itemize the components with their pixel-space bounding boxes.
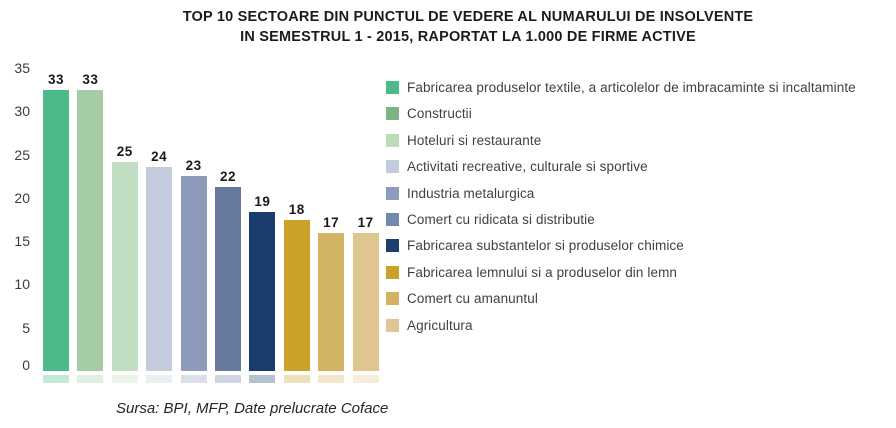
bar-reflection xyxy=(111,375,138,383)
legend-label: Industria metalurgica xyxy=(407,185,535,201)
legend-swatch xyxy=(386,318,399,332)
legend-swatch xyxy=(386,133,399,147)
bar-value-label: 33 xyxy=(82,71,99,87)
legend-label: Activitati recreative, culturale si spor… xyxy=(407,159,648,175)
bar-value-label: 23 xyxy=(185,158,202,174)
bar-value-label: 17 xyxy=(323,215,340,231)
legend-swatch xyxy=(386,81,399,94)
legend-label: Constructii xyxy=(407,106,472,122)
bar xyxy=(283,220,310,371)
bar-value-label: 22 xyxy=(219,169,237,185)
bar-reflection xyxy=(180,375,207,383)
legend-label: Hoteluri si restaurante xyxy=(407,132,542,148)
bar xyxy=(146,166,173,371)
bar xyxy=(352,233,379,371)
chart-title-line1: TOP 10 SECTOARE DIN PUNCTUL DE VEDERE AL… xyxy=(182,9,754,25)
bar-value-label: 33 xyxy=(47,71,65,87)
source-note: Sursa: BPI, MFP, Date prelucrate Coface xyxy=(116,400,389,417)
legend-item: Fabricarea lemnului si a produselor din … xyxy=(386,264,896,280)
legend-label: Agricultura xyxy=(407,317,473,333)
bar-reflection xyxy=(43,375,69,383)
bar xyxy=(43,89,69,371)
legend-label: Comert cu ridicata si distributie xyxy=(407,211,595,227)
y-tick-label: 0 xyxy=(22,357,30,373)
bar-reflection xyxy=(283,375,310,383)
legend-swatch xyxy=(386,212,399,226)
chart-title-line2: IN SEMESTRUL 1 - 2015, RAPORTAT LA 1.000… xyxy=(240,29,696,45)
bar xyxy=(77,89,104,371)
y-tick-label: 15 xyxy=(14,233,30,250)
legend-item: Comert cu ridicata si distributie xyxy=(386,211,896,227)
legend-label: Fabricarea substantelor si produselor ch… xyxy=(407,238,684,254)
bar-value-label: 25 xyxy=(116,144,133,160)
legend-item: Agricultura xyxy=(386,317,896,333)
bar xyxy=(215,187,241,371)
bar-reflection xyxy=(77,375,104,383)
legend-label: Fabricarea lemnului si a produselor din … xyxy=(407,264,678,280)
bar xyxy=(180,176,207,371)
bar-value-label: 19 xyxy=(254,193,271,209)
legend-item: Industria metalurgica xyxy=(386,185,896,201)
legend-swatch xyxy=(386,107,399,121)
bar xyxy=(249,211,276,371)
y-tick-label: 5 xyxy=(22,319,30,336)
y-tick-label: 25 xyxy=(14,146,30,163)
bar xyxy=(318,233,345,371)
chart-legend: Fabricarea produselor textile, a articol… xyxy=(386,80,896,345)
y-tick-label: 10 xyxy=(14,276,30,293)
legend-item: Activitati recreative, culturale si spor… xyxy=(386,159,896,175)
bar-reflection xyxy=(146,375,173,383)
legend-item: Fabricarea substantelor si produselor ch… xyxy=(386,238,896,254)
legend-item: Constructii xyxy=(386,106,896,122)
legend-item: Fabricarea produselor textile, a articol… xyxy=(386,80,896,95)
bar-value-label: 24 xyxy=(151,148,168,164)
legend-swatch xyxy=(386,292,399,306)
legend-swatch xyxy=(386,160,399,174)
legend-item: Hoteluri si restaurante xyxy=(386,132,896,148)
bar-reflection xyxy=(352,375,379,383)
bar-reflection xyxy=(318,375,345,383)
legend-swatch xyxy=(386,239,399,253)
bar-reflection xyxy=(249,375,276,383)
bar xyxy=(111,162,138,371)
legend-item: Comert cu amanuntul xyxy=(386,291,896,307)
legend-swatch xyxy=(386,265,399,279)
y-tick-label: 30 xyxy=(14,103,30,120)
bar-value-label: 17 xyxy=(357,215,374,231)
bar-reflection xyxy=(215,375,241,383)
chart-title: TOP 10 SECTOARE DIN PUNCTUL DE VEDERE AL… xyxy=(40,7,896,47)
y-tick-label: 20 xyxy=(14,189,30,206)
bar-value-label: 18 xyxy=(288,202,305,218)
legend-swatch xyxy=(386,186,399,200)
legend-label: Comert cu amanuntul xyxy=(407,291,538,307)
y-tick-label: 35 xyxy=(14,60,30,76)
legend-label: Fabricarea produselor textile, a articol… xyxy=(407,80,856,95)
